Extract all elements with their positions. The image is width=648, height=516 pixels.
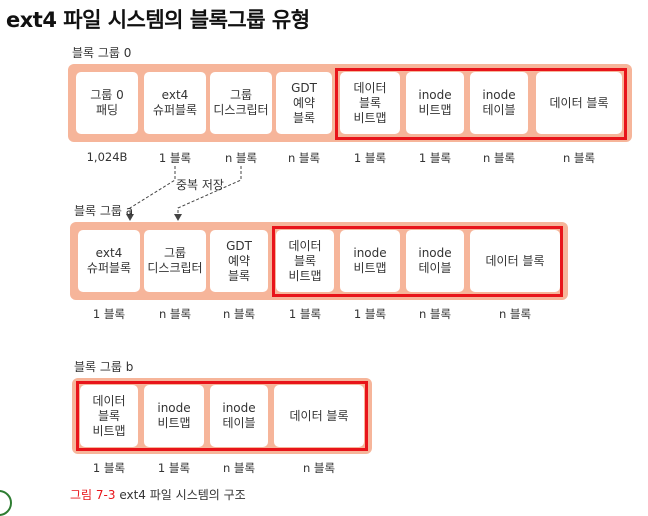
group-b-size-2: n 블록 <box>222 461 256 475</box>
group-a-size-4: 1 블록 <box>353 307 387 321</box>
group-a-gdt-cell: GDT 예약 블록 <box>210 230 268 292</box>
group-a-descriptor-cell: 그룹 디스크립터 <box>144 230 206 292</box>
figure-number: 그림 7-3 <box>70 488 116 502</box>
group-b-size-0: 1 블록 <box>92 461 126 475</box>
group-a-size-5: n 블록 <box>418 307 452 321</box>
group-0-superblock-cell: ext4 슈퍼블록 <box>144 72 206 134</box>
group-a-size-3: 1 블록 <box>288 307 322 321</box>
group-0-descriptor-cell: 그룹 디스크립터 <box>210 72 272 134</box>
group-a-inode-table-cell: inode 테이블 <box>406 230 464 292</box>
figure-caption-text: ext4 파일 시스템의 구조 <box>119 488 246 502</box>
group-0-size-6: n 블록 <box>482 151 516 165</box>
duplicate-store-label: 중복 저장 <box>176 178 224 192</box>
group-0-size-1: 1 블록 <box>158 151 192 165</box>
group-b-size-1: 1 블록 <box>157 461 191 475</box>
descriptor-copy-arrow <box>174 166 242 221</box>
group-b-label: 블록 그룹 b <box>74 360 134 374</box>
group-0-inode-bitmap-cell: inode 비트맵 <box>406 72 464 134</box>
group-0-padding-cell: 그룹 0 패딩 <box>76 72 138 134</box>
group-a-size-0: 1 블록 <box>92 307 126 321</box>
group-0-size-2: n 블록 <box>224 151 258 165</box>
group-0-size-7: n 블록 <box>562 151 596 165</box>
group-a-superblock-cell: ext4 슈퍼블록 <box>78 230 140 292</box>
group-0-size-3: n 블록 <box>287 151 321 165</box>
page-title: ext4 파일 시스템의 블록그룹 유형 <box>6 8 310 32</box>
group-a-block-bitmap-cell: 데이터 블록 비트맵 <box>276 230 334 292</box>
group-a-inode-bitmap-cell: inode 비트맵 <box>340 230 400 292</box>
figure-caption: 그림 7-3 ext4 파일 시스템의 구조 <box>70 486 246 503</box>
group-0-size-5: 1 블록 <box>418 151 452 165</box>
group-a-label: 블록 그룹 a <box>74 204 134 218</box>
group-b-inode-table-cell: inode 테이블 <box>210 385 268 447</box>
group-0-size-0: 1,024B <box>86 150 128 164</box>
group-0-block-bitmap-cell: 데이터 블록 비트맵 <box>340 72 400 134</box>
group-0-gdt-cell: GDT 예약 블록 <box>276 72 332 134</box>
group-0-size-4: 1 블록 <box>353 151 387 165</box>
group-0-data-block-cell: 데이터 블록 <box>536 72 622 134</box>
superblock-copy-arrow <box>126 166 176 221</box>
group-0-label: 블록 그룹 0 <box>72 46 132 60</box>
group-0-inode-table-cell: inode 테이블 <box>470 72 528 134</box>
group-b-inode-bitmap-cell: inode 비트맵 <box>144 385 204 447</box>
group-a-size-6: n 블록 <box>498 307 532 321</box>
group-b-size-3: n 블록 <box>302 461 336 475</box>
group-a-data-block-cell: 데이터 블록 <box>470 230 560 292</box>
group-a-size-1: n 블록 <box>158 307 192 321</box>
group-b-block-bitmap-cell: 데이터 블록 비트맵 <box>80 385 138 447</box>
group-b-data-block-cell: 데이터 블록 <box>274 385 364 447</box>
group-a-size-2: n 블록 <box>222 307 256 321</box>
